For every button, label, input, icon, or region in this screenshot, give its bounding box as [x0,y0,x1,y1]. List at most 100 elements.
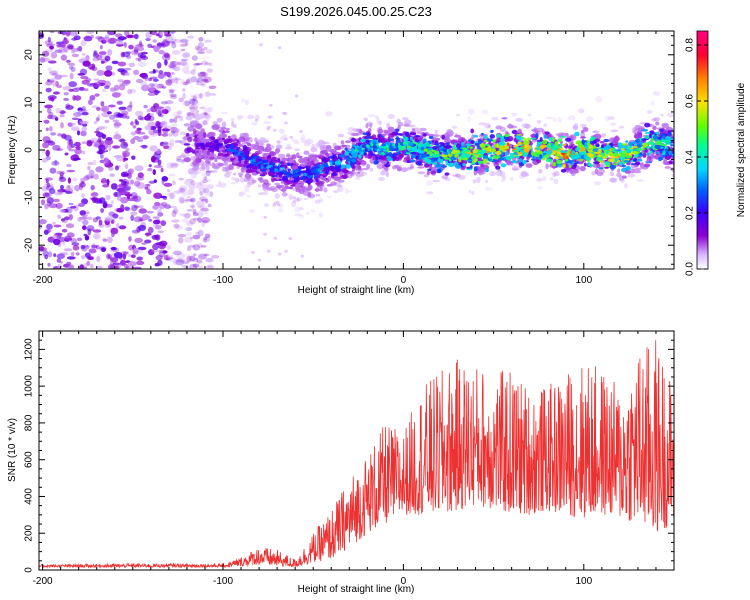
heatmap-cell [417,166,425,169]
heatmap-cell [207,263,213,269]
heatmap-cell [387,157,393,161]
heatmap-cell [159,31,163,36]
heatmap-cell [303,158,307,163]
heatmap-cell [275,148,281,154]
heatmap-cell [109,114,116,120]
heatmap-cell [291,188,296,191]
heatmap-cell [266,143,271,148]
heatmap-cell [203,237,208,241]
heatmap-cell [189,184,195,191]
heatmap-cell [396,151,401,155]
heatmap-cell [531,158,536,161]
heatmap-cell [157,73,165,79]
heatmap-cell [277,252,282,256]
heatmap-cell [580,129,585,134]
heatmap-cell [552,171,557,178]
heatmap-cell [157,208,162,215]
heatmap-cell [198,187,203,192]
heatmap-cell [314,188,321,192]
heatmap-cell [469,146,473,150]
heatmap-cell [199,71,206,75]
heatmap-cell [201,71,209,77]
heatmap-cell [269,186,276,191]
heatmap-cell [259,43,263,47]
heatmap-cell [307,175,314,179]
heatmap-cell [192,244,201,251]
heatmap-cell [539,145,545,150]
heatmap-cell [42,193,52,198]
heatmap-cell [192,217,200,221]
heatmap-cell [267,115,272,119]
heatmap-cell [133,33,139,40]
heatmap-xlabel: Height of straight line (km) [298,285,415,296]
heatmap-cell [604,166,609,169]
heatmap-cell [204,39,212,43]
heatmap-cell [196,170,201,175]
heatmap-cell [167,173,177,177]
heatmap-cell [525,163,533,168]
heatmap-cell [195,150,200,153]
heatmap-cell [284,121,288,125]
heatmap-cell [97,79,107,84]
heatmap-cell [445,137,451,141]
heatmap-cell [469,165,473,169]
heatmap-cell [169,118,175,123]
heatmap-cell [511,129,518,135]
heatmap-cell [302,186,306,191]
heatmap-cell [574,154,580,159]
heatmap-cell [198,83,205,86]
heatmap-cell [247,114,255,120]
heatmap-cell [440,158,444,164]
heatmap-cell [426,144,433,147]
heatmap-cell [139,42,143,46]
heatmap-cell [170,162,179,169]
heatmap-cell [547,149,553,154]
heatmap-cell [72,94,76,101]
heatmap-cell [291,165,299,171]
heatmap-cell [198,37,204,42]
heatmap-cell [193,65,197,72]
heatmap-cell [521,123,529,129]
snr-xtick-label: 0 [401,576,407,587]
heatmap-cell [99,51,107,55]
heatmap-cell [203,154,207,157]
heatmap-cell [112,119,120,123]
heatmap-cell [204,198,209,204]
heatmap-cell [315,193,321,197]
heatmap-cell [80,130,87,137]
heatmap-cell [160,101,168,105]
heatmap-cell [163,52,170,58]
heatmap-cell [99,246,107,251]
heatmap-cell [96,106,101,111]
heatmap-cell [195,231,200,235]
heatmap-cell [436,163,443,168]
heatmap-cell [211,162,216,169]
heatmap-cell [196,259,203,264]
heatmap-cell [79,264,85,269]
heatmap-cell [194,257,199,261]
snr-xtick-label: -100 [213,576,233,587]
heatmap-cell [524,123,531,129]
heatmap-cell [536,178,543,182]
snr-xtick-label: 100 [575,576,592,587]
heatmap-cell [66,163,72,168]
heatmap-cell [369,146,373,149]
heatmap-cell [465,143,472,147]
heatmap-cell [522,153,527,157]
heatmap-cell [390,133,398,136]
heatmap-cell [63,248,73,252]
heatmap-cell [254,118,259,122]
heatmap-cell [273,168,278,172]
heatmap-cell [676,147,679,150]
heatmap-cell [170,31,175,37]
heatmap-cell [461,149,466,154]
heatmap-cell [172,50,181,55]
heatmap-cell [511,160,518,164]
heatmap-cell [97,114,101,121]
heatmap-cell [515,117,524,122]
heatmap-cell [130,254,136,258]
heatmap-cell [68,138,73,146]
heatmap-cell [80,244,89,248]
heatmap-cell [661,122,669,128]
heatmap-cell [655,121,660,126]
